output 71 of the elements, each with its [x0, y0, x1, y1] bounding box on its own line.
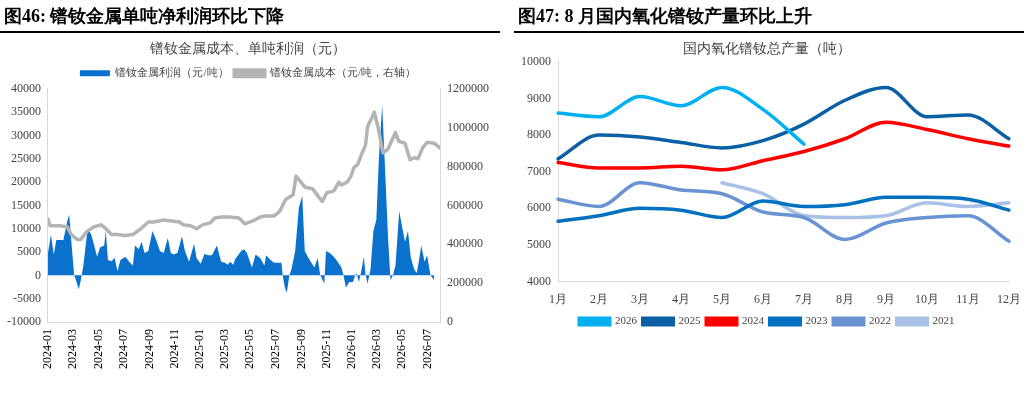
y-tick-label: 10000: [521, 53, 551, 68]
chart-subtitle: 镨钕金属成本、单吨利润（元）: [149, 41, 346, 57]
x-tick-label: 12月: [997, 291, 1021, 306]
x-tick-label: 2025-09: [293, 329, 308, 369]
x-tick-label: 10月: [915, 291, 939, 306]
y-tick-label: -10000: [7, 314, 41, 329]
y2-tick-label: 800000: [447, 158, 483, 173]
x-tick-label: 2025-05: [242, 329, 257, 369]
y-tick-label: 6000: [527, 200, 551, 215]
line-series: [720, 180, 1011, 220]
y-tick-label: 4000: [527, 273, 551, 288]
y-tick-label: 9000: [527, 90, 551, 105]
y2-tick-label: 1000000: [447, 119, 489, 134]
x-tick-label: 2026-03: [368, 329, 383, 369]
chart-subtitle: 国内氧化镨钕总产量（吨）: [683, 41, 851, 57]
legend-label: 镨钕金属利润（元/吨）: [114, 66, 229, 79]
x-tick-label: 8月: [836, 291, 854, 306]
y-tick-label: 8000: [527, 127, 551, 142]
x-tick-label: 2025-01: [192, 329, 207, 369]
x-tick-label: 2025-03: [217, 329, 232, 369]
legend-label: 镨钕金属成本（元/吨，右轴）: [269, 66, 417, 79]
y-tick-label: 35000: [11, 104, 41, 119]
y-tick-label: 10000: [11, 220, 41, 235]
y2-tick-label: 200000: [447, 275, 483, 290]
x-tick-label: 2月: [590, 291, 608, 306]
x-tick-label: 2026-01: [344, 329, 359, 369]
x-tick-label: 5月: [713, 291, 731, 306]
legend-label: 2021: [932, 314, 955, 327]
line-series: [556, 85, 1011, 161]
x-tick-label: 6月: [754, 291, 772, 306]
chart-title: 图46: 镨钕金属单吨净利润环比下降: [0, 4, 500, 33]
legend-label: 2022: [869, 314, 891, 327]
line-series: [556, 85, 806, 146]
y-tick-label: 30000: [11, 127, 41, 142]
x-tick-label: 3月: [631, 291, 649, 306]
legend-label: 2023: [805, 314, 828, 327]
x-tick-label: 1月: [549, 291, 567, 306]
x-tick-label: 2024-05: [90, 329, 105, 369]
y-tick-label: 25000: [11, 150, 41, 165]
x-tick-label: 2024-01: [40, 329, 55, 369]
y2-tick-label: 0: [447, 314, 453, 329]
x-tick-label: 2024-11: [167, 329, 182, 369]
x-tick-label: 2024-03: [65, 329, 80, 369]
y-tick-label: 7000: [527, 163, 551, 178]
x-tick-label: 2026-05: [394, 329, 409, 369]
line-series: [556, 195, 1011, 223]
x-tick-label: 2024-09: [141, 329, 156, 369]
y2-tick-label: 400000: [447, 236, 483, 251]
y-tick-label: 5000: [17, 244, 41, 259]
y-tick-label: -5000: [13, 290, 41, 305]
y-tick-label: 20000: [11, 174, 41, 189]
y-tick-label: 40000: [11, 80, 41, 95]
y-tick-label: 5000: [527, 237, 551, 252]
x-tick-label: 2025-07: [267, 329, 282, 369]
legend-label: 2026: [615, 314, 638, 327]
chart-title: 图47: 8 月国内氧化镨钕产量环比上升: [514, 4, 1024, 33]
legend-label: 2025: [678, 314, 701, 327]
y2-tick-label: 600000: [447, 197, 483, 212]
y-tick-label: 0: [35, 267, 41, 282]
line-series: [556, 120, 1011, 172]
line-series: [556, 180, 1011, 244]
x-tick-label: 2024-07: [115, 329, 130, 369]
legend-label: 2024: [742, 314, 765, 327]
x-tick-label: 11月: [956, 291, 980, 306]
y2-tick-label: 1200000: [447, 80, 489, 95]
x-tick-label: 2025-11: [318, 329, 333, 369]
x-tick-label: 4月: [672, 291, 690, 306]
x-tick-label: 9月: [877, 291, 895, 306]
x-tick-label: 7月: [795, 291, 813, 306]
x-tick-label: 2026-07: [419, 329, 434, 369]
y-tick-label: 15000: [11, 197, 41, 212]
